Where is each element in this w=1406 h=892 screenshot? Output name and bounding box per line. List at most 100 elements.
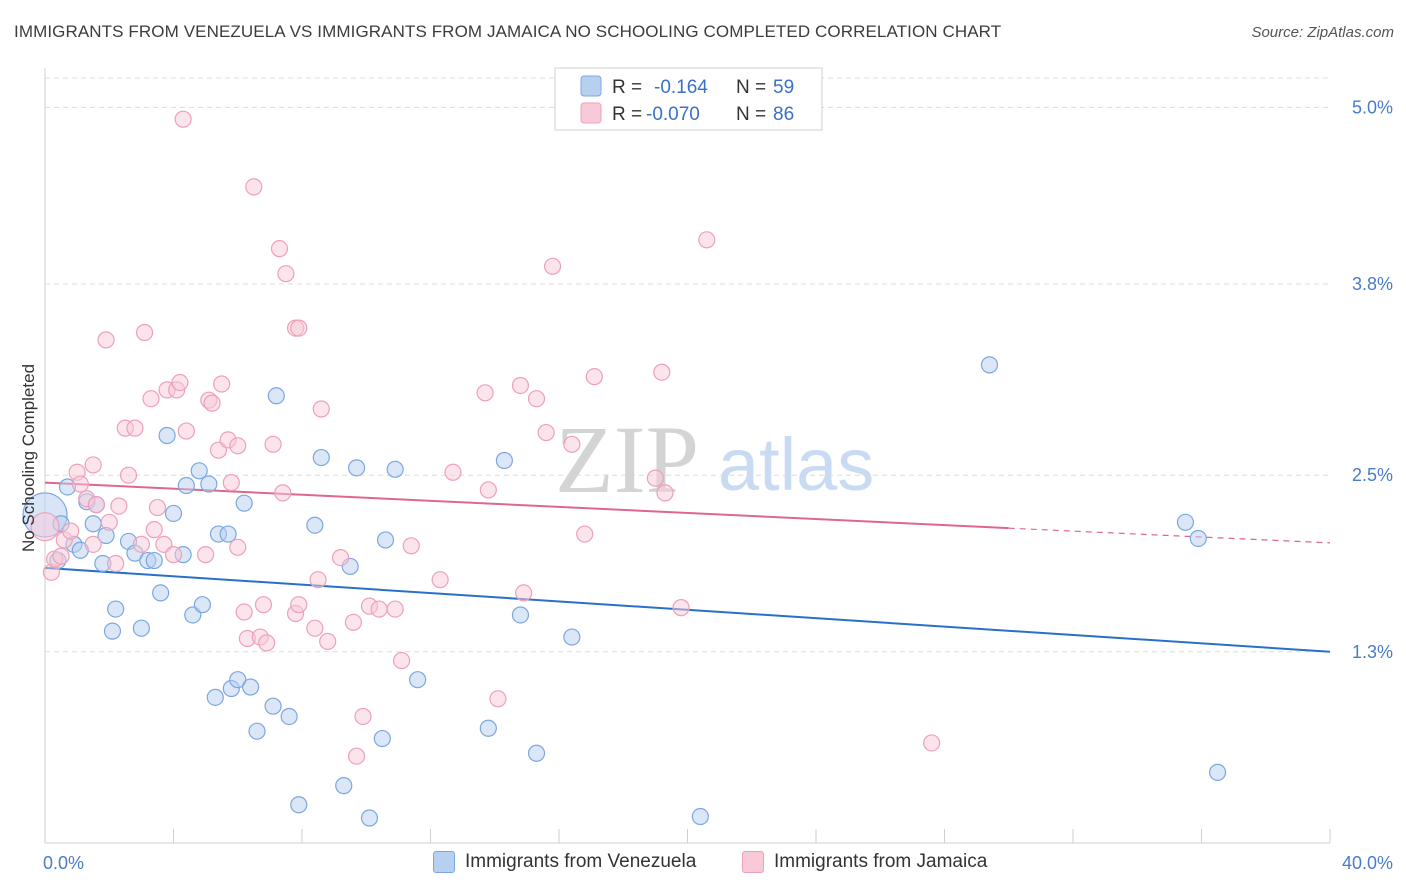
jamaica-point xyxy=(110,497,128,515)
jamaica-point xyxy=(656,484,674,502)
jamaica-point xyxy=(229,538,247,556)
jamaica-point xyxy=(312,400,330,418)
jamaica-point xyxy=(148,498,167,517)
legend-n-value-1: 59 xyxy=(773,77,794,98)
jamaica-point xyxy=(97,331,115,349)
venezuela-point xyxy=(267,387,285,405)
jamaica-point xyxy=(197,546,215,564)
venezuela-point xyxy=(229,671,247,689)
watermark-atlas: atlas xyxy=(718,423,874,506)
venezuela-point xyxy=(219,525,237,543)
legend-r-label-2: R = xyxy=(612,104,642,125)
tick-labels: 1.3% 2.5% 3.8% 5.0% 0.0% 40.0% xyxy=(43,97,1393,873)
venezuela-point xyxy=(103,622,122,640)
jamaica-point xyxy=(270,240,289,258)
jamaica-point xyxy=(290,596,308,614)
venezuela-point xyxy=(200,475,218,493)
venezuela-point xyxy=(132,619,150,637)
venezuela-point xyxy=(152,584,170,602)
y-tick-label: 2.5% xyxy=(1352,465,1393,485)
venezuela-point xyxy=(306,516,324,534)
venezuela-point xyxy=(335,777,353,795)
legend-item-venezuela: Immigrants from Venezuela xyxy=(433,851,696,873)
legend-item-jamaica: Immigrants from Jamaica xyxy=(742,851,987,873)
venezuela-point xyxy=(280,707,298,726)
chart-title: IMMIGRANTS FROM VENEZUELA VS IMMIGRANTS … xyxy=(14,22,1002,41)
jamaica-point xyxy=(229,437,247,455)
jamaica-point xyxy=(213,375,231,393)
jamaica-point xyxy=(245,178,263,196)
jamaica-point xyxy=(177,422,195,440)
jamaica-point xyxy=(585,368,603,386)
venezuela-point xyxy=(84,515,102,533)
axes xyxy=(44,68,1331,844)
jamaica-point xyxy=(84,456,102,474)
source-text: Source: ZipAtlas.com xyxy=(1251,24,1394,41)
venezuela-point xyxy=(386,460,404,478)
venezuela-point xyxy=(193,596,212,614)
legend-label-jamaica: Immigrants from Jamaica xyxy=(774,851,988,872)
jamaica-point xyxy=(653,363,671,381)
jamaica-point xyxy=(444,463,462,481)
jamaica-point xyxy=(309,571,327,589)
jamaica-point xyxy=(30,512,60,542)
jamaica-point xyxy=(119,466,138,484)
jamaica-point xyxy=(370,600,388,618)
venezuela-point xyxy=(177,476,195,495)
jamaica-point xyxy=(576,525,594,543)
jamaica-point xyxy=(306,619,324,637)
watermark-zip: ZIP xyxy=(555,406,699,513)
jamaica-point xyxy=(277,265,295,283)
x-tick-label: 40.0% xyxy=(1342,853,1393,873)
legend-r-value-1: -0.164 xyxy=(654,77,708,98)
venezuela-point xyxy=(495,451,513,470)
jamaica-point xyxy=(348,747,366,765)
venezuela-point xyxy=(563,628,581,646)
jamaica-point xyxy=(235,603,253,621)
venezuela-point xyxy=(348,459,366,477)
jamaica-point xyxy=(331,548,350,567)
legend-n-label-2: N = xyxy=(736,104,766,125)
jamaica-point xyxy=(258,634,276,652)
venezuela-point xyxy=(479,719,497,737)
legend-r-label-1: R = xyxy=(612,77,642,98)
legend-swatch-venezuela xyxy=(580,75,602,97)
jamaica-point xyxy=(87,496,106,514)
jamaica-point xyxy=(52,547,70,565)
jamaica-point xyxy=(145,521,163,539)
venezuela-point xyxy=(264,697,282,715)
jamaica-point xyxy=(126,419,144,437)
grid-lines xyxy=(45,77,1330,653)
jamaica-point xyxy=(479,481,497,499)
jamaica-point xyxy=(923,734,941,752)
jamaica-point xyxy=(646,469,664,487)
jamaica-point xyxy=(142,390,160,408)
legend-n-label-1: N = xyxy=(736,77,766,98)
venezuela-point xyxy=(158,426,176,445)
stats-legend: R = -0.164 N = 59 R = -0.070 N = 86 xyxy=(554,67,823,131)
jamaica-point xyxy=(71,475,89,493)
venezuela-point xyxy=(511,606,530,624)
jamaica-point xyxy=(698,231,716,249)
legend-swatch xyxy=(742,851,764,873)
jamaica-point xyxy=(392,651,411,670)
jamaica-point xyxy=(431,571,449,589)
venezuela-point xyxy=(235,494,253,512)
venezuela-point xyxy=(312,448,330,467)
legend-swatch-jamaica xyxy=(580,102,602,124)
venezuela-point xyxy=(107,600,125,618)
legend-n-value-2: 86 xyxy=(773,104,794,125)
jamaica-point xyxy=(476,384,494,402)
jamaica-point xyxy=(511,376,530,395)
venezuela-point xyxy=(145,551,163,570)
jamaica-point xyxy=(203,394,221,412)
trend-line-extension-1 xyxy=(1008,527,1331,544)
jamaica-point xyxy=(164,546,183,564)
venezuela-point xyxy=(409,671,427,689)
venezuela-point xyxy=(1176,513,1195,531)
venezuela-point xyxy=(360,809,379,827)
jamaica-point xyxy=(100,513,118,531)
venezuela-point xyxy=(248,722,266,740)
jamaica-point xyxy=(171,373,189,392)
